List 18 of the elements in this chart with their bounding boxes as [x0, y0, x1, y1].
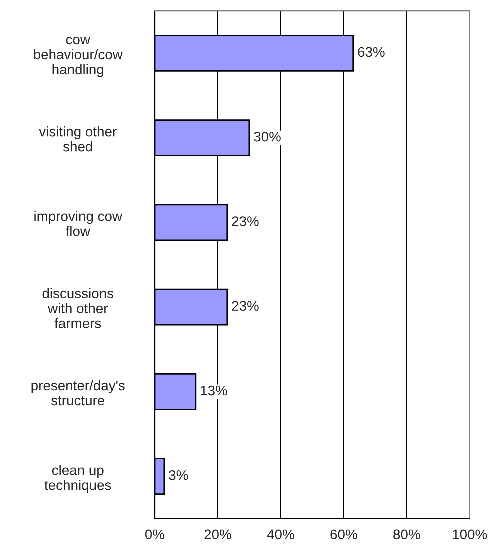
y-tick-label: visiting other shed [39, 126, 117, 152]
y-tick-label: improving cow flow [34, 211, 123, 236]
data-label: 30% [254, 132, 281, 142]
x-tick-label: 100% [453, 530, 488, 540]
data-label: 23% [232, 301, 259, 312]
y-tick-label: presenter/day's structure [32, 380, 125, 406]
data-label: 23% [232, 216, 259, 226]
x-tick-label: 80% [394, 530, 420, 540]
x-tick-label: 60% [330, 530, 358, 540]
x-tick-label: 40% [267, 530, 294, 540]
data-label: 13% [201, 386, 228, 396]
data-label: 3% [169, 470, 188, 480]
y-tick-label: cow behaviour/cow handling [34, 37, 123, 78]
x-tick-label: 0% [145, 530, 165, 540]
y-tick-label: discussions with other farmers [42, 288, 114, 328]
y-tick-label: clean up techniques [44, 465, 112, 494]
x-tick-label: 20% [204, 530, 232, 540]
data-label: 63% [358, 47, 385, 58]
